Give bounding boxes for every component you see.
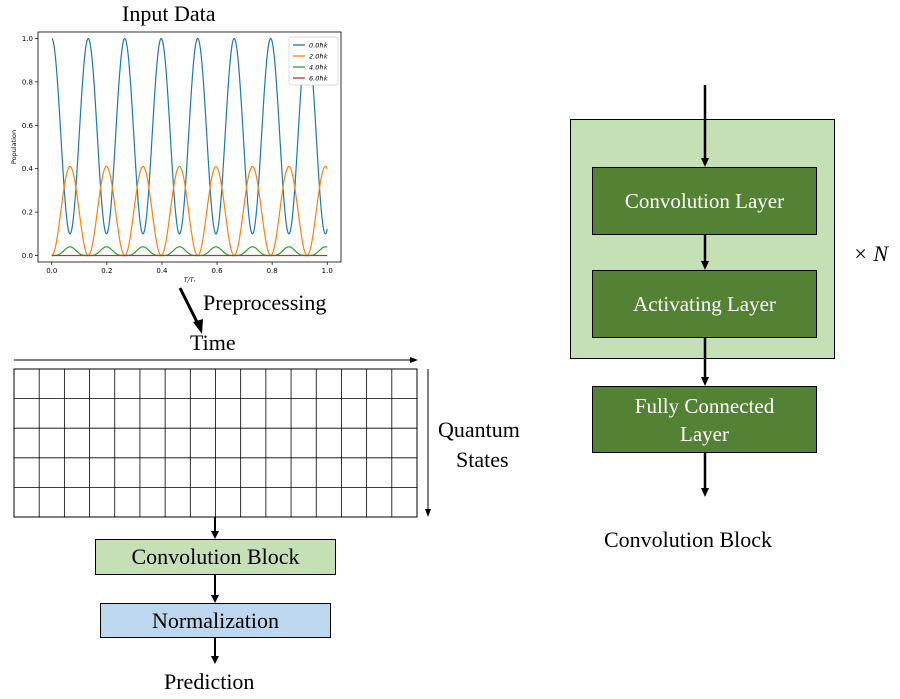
activating-layer-box: Activating Layer bbox=[592, 270, 817, 338]
repeat-times-label: × N bbox=[853, 241, 889, 266]
legend-label-1: 2.0ħk bbox=[309, 53, 328, 61]
x-tick-label: 0.0 bbox=[46, 267, 57, 275]
y-tick-label: 0.2 bbox=[22, 209, 33, 217]
series-line-2 bbox=[51, 246, 328, 257]
convolution-block-box: Convolution Block bbox=[95, 539, 336, 575]
convolution-block-caption: Convolution Block bbox=[604, 527, 773, 552]
legend-label-0: 0.0ħk bbox=[309, 42, 328, 50]
series-line-0 bbox=[51, 37, 328, 235]
x-tick-label: 0.2 bbox=[101, 267, 112, 275]
quantum-states-label-2: States bbox=[456, 447, 509, 472]
plot-frame bbox=[37, 31, 342, 263]
x-tick-label: 0.4 bbox=[156, 267, 168, 275]
x-tick-label: 1.0 bbox=[322, 267, 333, 275]
fully-connected-label-2: Layer bbox=[680, 421, 729, 446]
prediction-label: Prediction bbox=[164, 669, 255, 694]
y-tick-label: 0.4 bbox=[22, 165, 34, 173]
y-tick-label: 0.0 bbox=[22, 252, 33, 260]
quantum-states-label-1: Quantum bbox=[438, 417, 520, 442]
time-label: Time bbox=[190, 330, 236, 355]
convolution-layer-box: Convolution Layer bbox=[592, 167, 817, 235]
legend-label-2: 4.0ħk bbox=[309, 64, 328, 72]
x-axis-label: T/Tᵣ bbox=[184, 276, 196, 284]
convolution-block-label: Convolution Block bbox=[131, 544, 300, 569]
x-tick-label: 0.8 bbox=[267, 267, 278, 275]
y-tick-label: 1.0 bbox=[22, 35, 33, 43]
input-data-title: Input Data bbox=[122, 1, 216, 26]
normalization-label: Normalization bbox=[151, 607, 280, 633]
activating-layer-label: Activating Layer bbox=[633, 292, 776, 316]
preprocessing-label: Preprocessing bbox=[203, 290, 327, 315]
y-tick-label: 0.6 bbox=[22, 122, 34, 130]
fully-connected-layer-box: Fully Connected Layer bbox=[592, 386, 817, 453]
legend-label-3: 6.0ħk bbox=[309, 75, 328, 83]
legend-box bbox=[288, 36, 339, 86]
series-line-1 bbox=[51, 165, 328, 257]
normalization-box: Normalization bbox=[100, 603, 331, 638]
convolution-layer-label: Convolution Layer bbox=[624, 189, 785, 213]
y-axis-label: Population bbox=[10, 130, 18, 164]
y-tick-label: 0.8 bbox=[22, 78, 33, 86]
x-tick-label: 0.6 bbox=[211, 267, 223, 275]
fully-connected-label-1: Fully Connected bbox=[634, 393, 775, 418]
grid-frame bbox=[13, 368, 418, 518]
